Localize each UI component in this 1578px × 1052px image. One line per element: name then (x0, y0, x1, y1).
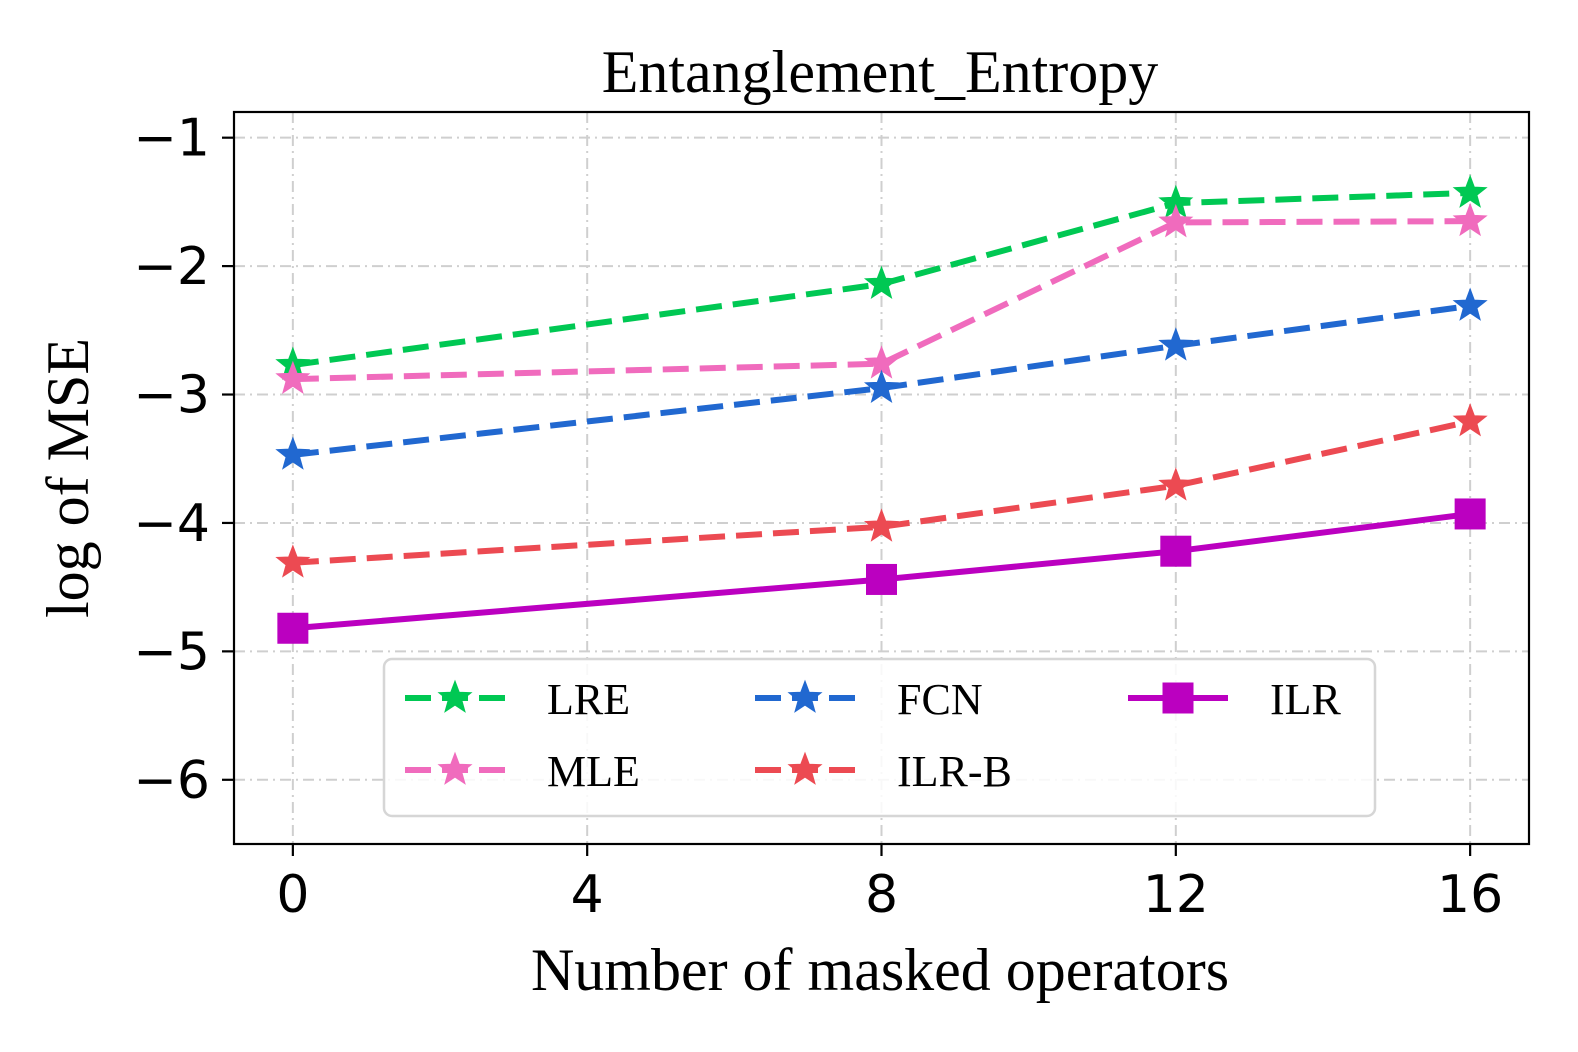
y-tick-label: −6 (133, 751, 210, 811)
data-point-lre (1452, 174, 1488, 208)
data-point-ilr (277, 612, 309, 644)
series-ilr-b (275, 403, 1488, 578)
data-point-mle (275, 360, 311, 395)
x-tick-label: 12 (1143, 865, 1209, 925)
series-ilr (277, 498, 1486, 644)
legend-label-ilr-b: ILR-B (897, 747, 1012, 796)
legend-item-lre: LRE (405, 675, 630, 724)
legend-marker-mle (437, 751, 473, 785)
data-point-ilr (1454, 498, 1486, 530)
y-tick-label: −5 (133, 622, 210, 682)
legend-marker-ilr-b (787, 751, 823, 785)
legend-label-lre: LRE (547, 675, 630, 724)
x-tick-label: 4 (571, 865, 604, 925)
y-tick-label: −4 (133, 494, 210, 554)
x-axis: 0 4 8 12 16 (276, 844, 1503, 925)
legend-item-ilr: ILR (1128, 675, 1342, 724)
data-point-fcn (863, 369, 900, 404)
series-line-ilr (292, 510, 1471, 632)
data-point-mle (1452, 202, 1488, 237)
legend-label-fcn: FCN (897, 675, 983, 724)
x-tick-label: 16 (1437, 865, 1503, 925)
legend-item-fcn: FCN (755, 675, 983, 724)
data-point-ilr (866, 563, 897, 595)
data-point-ilr-b (275, 544, 311, 578)
series-fcn (275, 287, 1488, 470)
data-point-ilr-b (1158, 467, 1194, 501)
series-line-fcn (292, 302, 1471, 458)
data-point-fcn (275, 436, 311, 470)
legend-marker-lre (437, 679, 473, 713)
series-line-ilr-b (292, 418, 1471, 566)
x-tick-label: 0 (276, 865, 309, 925)
legend-item-mle: MLE (405, 747, 640, 796)
chart-title: Entanglement_Entropy (602, 39, 1159, 105)
legend (382, 657, 1377, 818)
y-tick-label: −3 (133, 366, 210, 426)
data-point-ilr-b (863, 508, 900, 542)
y-tick-label: −2 (133, 237, 210, 297)
x-axis-label: Number of masked operators (531, 937, 1229, 1003)
legend-marker-ilr (1162, 682, 1194, 714)
legend-label-mle: MLE (547, 747, 640, 796)
y-tick-label: −1 (133, 109, 210, 169)
data-point-ilr (1160, 535, 1192, 567)
legend-marker-fcn (787, 679, 823, 713)
series-group (275, 174, 1488, 644)
legend-item-ilr-b: ILR-B (755, 747, 1012, 796)
data-point-lre (863, 265, 900, 299)
legend-items: LRE MLE FCN ILR-B ILR (405, 675, 1342, 796)
data-point-fcn (1158, 327, 1194, 361)
data-point-fcn (1452, 287, 1488, 321)
y-axis-label: log of MSE (35, 338, 101, 618)
y-axis: −1 −2 −3 −4 −5 −6 (133, 109, 234, 811)
legend-label-ilr: ILR (1270, 675, 1342, 724)
data-point-ilr-b (1452, 403, 1488, 437)
series-line-lre (292, 189, 1471, 368)
data-point-mle (1158, 204, 1194, 238)
series-line-mle (292, 218, 1471, 383)
series-mle (275, 202, 1488, 395)
x-tick-label: 8 (865, 865, 898, 925)
legend-box (382, 657, 1377, 818)
